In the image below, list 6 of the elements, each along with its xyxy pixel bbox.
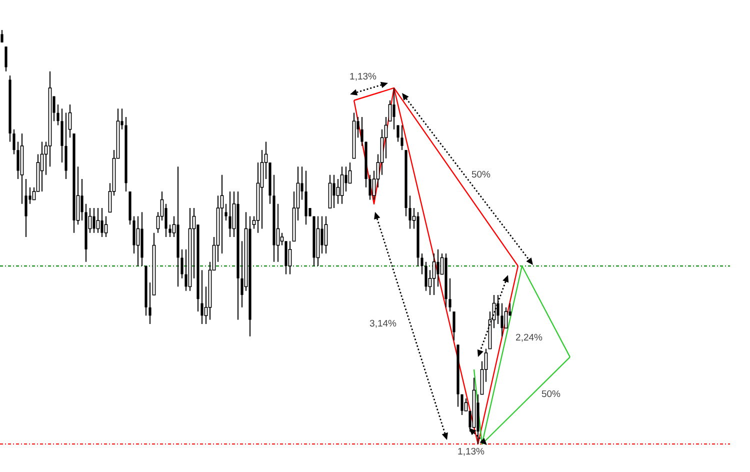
annotation: 3,14%	[370, 318, 398, 330]
annotation: 50%	[471, 169, 492, 180]
annotation: 2,24%	[516, 332, 544, 344]
text: 1,13%	[458, 446, 486, 458]
annotation: 50%	[541, 389, 562, 400]
annotation: 1,13%	[350, 72, 378, 83]
